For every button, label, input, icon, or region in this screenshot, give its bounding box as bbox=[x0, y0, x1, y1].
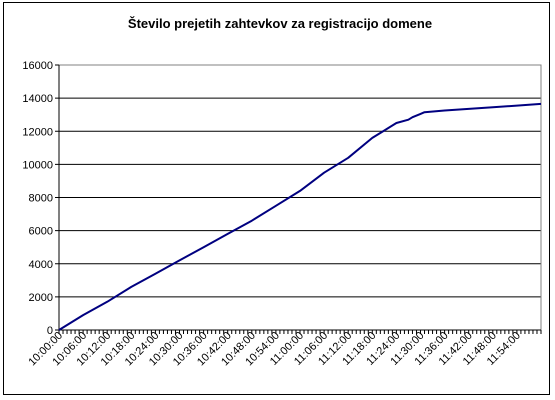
chart-frame: Število prejetih zahtevkov za registraci… bbox=[3, 2, 550, 395]
y-tick-label: 4000 bbox=[29, 259, 53, 271]
series-layer bbox=[58, 102, 542, 331]
y-tick-label: 8000 bbox=[29, 193, 53, 205]
line-chart: Število prejetih zahtevkov za registraci… bbox=[22, 16, 542, 369]
y-tick-label: 2000 bbox=[29, 292, 53, 304]
series-line bbox=[58, 102, 542, 331]
gridlines bbox=[59, 64, 541, 298]
y-tick-label: 14000 bbox=[22, 93, 53, 105]
axes bbox=[55, 64, 542, 334]
y-axis-tick-labels: 0 2000 4000 6000 8000 10000 12000 14000 16000 bbox=[22, 60, 53, 337]
chart-title: Število prejetih zahtevkov za registraci… bbox=[128, 16, 432, 31]
y-tick-label: 0 bbox=[47, 325, 53, 337]
y-tick-label: 12000 bbox=[22, 126, 53, 138]
x-axis-tick-labels: 10:00:0010:06:0010:12:0010:18:0010:24:00… bbox=[26, 330, 523, 369]
y-tick-label: 16000 bbox=[22, 60, 53, 72]
y-tick-label: 10000 bbox=[22, 159, 53, 171]
y-tick-label: 6000 bbox=[29, 226, 53, 238]
